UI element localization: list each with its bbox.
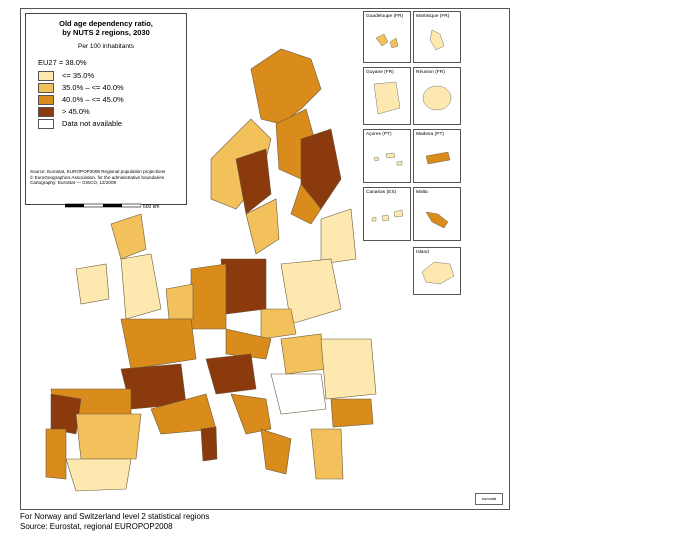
region-hungary — [280, 333, 327, 375]
region-sweden-mid — [235, 148, 272, 215]
inset-madeira: Madeira (PT) — [413, 129, 461, 183]
region-england — [120, 253, 162, 320]
inset-label-madeira: Madeira (PT) — [416, 132, 444, 137]
inset-label-canarias: Canarias (ES) — [366, 190, 397, 195]
scale-label: 600 km — [143, 204, 160, 210]
eurostat-logo: eurostat — [475, 493, 503, 505]
inset-canarias: Canarias (ES) — [363, 187, 411, 241]
legend-class-4: > 45.0% — [38, 107, 186, 118]
inset-label-acores: Açores (PT) — [366, 132, 392, 137]
footnote: For Norway and Switzerland level 2 stati… — [20, 512, 209, 533]
footnote-line1: For Norway and Switzerland level 2 stati… — [20, 512, 210, 521]
legend-swatch-3 — [38, 95, 54, 106]
region-benelux — [165, 283, 194, 320]
region-italy-south — [260, 428, 292, 475]
region-finland-east — [300, 128, 342, 210]
legend-swatch-1 — [38, 71, 54, 82]
legend-swatch-4 — [38, 107, 54, 118]
legend-source-line3: Cartography: Eurostat — GISCO, 12/2009 — [30, 180, 117, 186]
martinique-shape-icon — [429, 29, 445, 51]
inset-reunion: Réunion (FR) — [413, 67, 461, 125]
region-spain-northwest — [50, 393, 82, 435]
inset-acores: Açores (PT) — [363, 129, 411, 183]
guadeloupe-shape-icon — [375, 33, 399, 49]
legend-label-3: 40.0% – <= 45.0% — [62, 95, 124, 105]
inset-guyane: Guyane (FR) — [363, 67, 411, 125]
legend-source-line2: © EuroGeographics Association, for the a… — [30, 174, 165, 180]
legend: Old age dependency ratio, by NUTS 2 regi… — [25, 13, 187, 205]
region-norway-north — [250, 48, 322, 125]
region-poland — [280, 258, 342, 325]
legend-title-line1: Old age dependency ratio, — [59, 19, 153, 28]
inset-label-malta: Malta — [416, 190, 428, 195]
legend-source-line1: Source: Eurostat, EUROPOP2008 Regional p… — [30, 168, 166, 174]
inset-label-island: Island — [416, 250, 429, 255]
legend-subtitle: Per 100 inhabitants — [77, 43, 134, 51]
malta-shape-icon — [425, 211, 449, 229]
inset-label-reunion: Réunion (FR) — [416, 70, 445, 75]
inset-label-martinique: Martinique (FR) — [416, 14, 450, 19]
region-germany-west — [190, 263, 227, 330]
region-scotland — [110, 213, 147, 260]
inset-label-guyane: Guyane (FR) — [366, 70, 394, 75]
inset-label-guadeloupe: Guadeloupe (FR) — [366, 14, 404, 19]
region-italy-central — [230, 393, 272, 435]
region-france-north — [120, 318, 197, 370]
legend-source: Source: Eurostat, EUROPOP2008 Regional p… — [30, 169, 182, 186]
region-greece — [310, 428, 344, 480]
legend-class-1: <= 35.0% — [38, 71, 186, 82]
region-ireland — [75, 263, 110, 305]
footnote-line2: Source: Eurostat, regional EUROPOP2008 — [20, 522, 173, 532]
region-sardinia — [200, 426, 218, 462]
region-spain-central — [75, 413, 142, 460]
region-italy-north — [205, 353, 257, 395]
legend-label-4: > 45.0% — [62, 107, 90, 117]
canarias-shape-icon — [371, 209, 404, 222]
legend-swatch-2 — [38, 83, 54, 94]
legend-eu-reference: EU27 = 38.0% — [38, 57, 87, 67]
reunion-shape-icon — [422, 85, 452, 111]
legend-class-2: 35.0% – <= 40.0% — [38, 83, 186, 94]
legend-class-3: 40.0% – <= 45.0% — [38, 95, 186, 106]
region-czechia — [260, 308, 297, 340]
region-austria — [225, 328, 272, 360]
legend-label-1: <= 35.0% — [62, 71, 95, 81]
region-germany-east — [220, 258, 267, 315]
region-balkans — [270, 373, 327, 415]
legend-label-2: 35.0% – <= 40.0% — [62, 83, 124, 93]
region-bulgaria — [330, 398, 374, 428]
inset-martinique: Martinique (FR) — [413, 11, 461, 63]
inset-malta: Malta — [413, 187, 461, 241]
region-baltics — [320, 208, 357, 265]
region-finland-south — [290, 183, 322, 225]
iceland-shape-icon — [421, 261, 455, 285]
inset-island: Island — [413, 247, 461, 295]
guyane-shape-icon — [373, 81, 401, 115]
region-sweden-south — [245, 198, 280, 255]
legend-swatch-5 — [38, 119, 54, 130]
inset-guadeloupe: Guadeloupe (FR) — [363, 11, 411, 63]
acores-shape-icon — [373, 152, 403, 166]
scale-bar — [65, 203, 141, 208]
legend-label-5: Data not available — [62, 119, 123, 129]
legend-class-5: Data not available — [38, 119, 186, 130]
europe-map — [45, 48, 377, 492]
region-portugal — [45, 428, 67, 480]
region-romania — [320, 338, 377, 400]
region-spain-south — [65, 458, 132, 492]
madeira-shape-icon — [425, 151, 451, 165]
map-frame: Old age dependency ratio, by NUTS 2 regi… — [20, 8, 510, 510]
legend-title-line2: by NUTS 2 regions, 2030 — [62, 27, 150, 37]
